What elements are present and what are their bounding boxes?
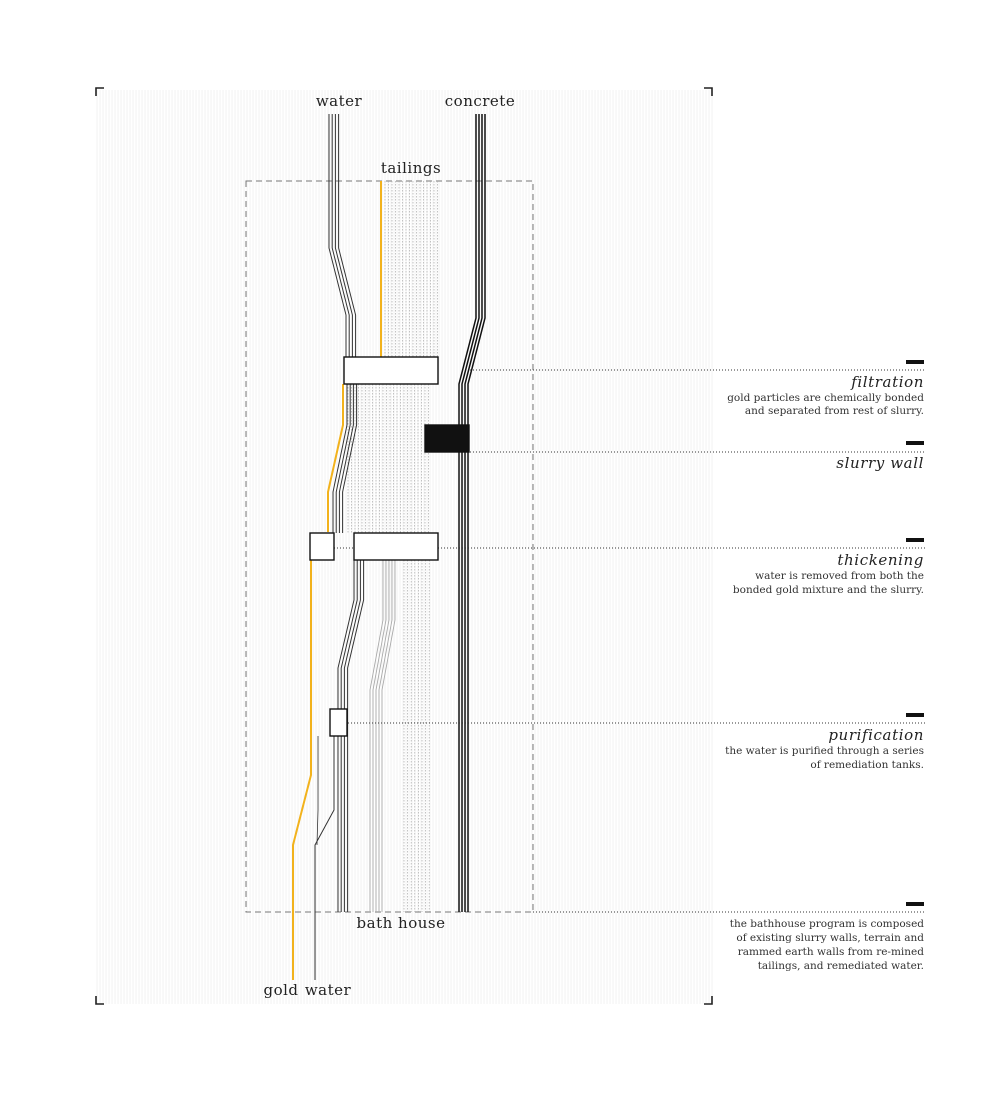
water-line-gold-branch <box>332 384 348 533</box>
label-bath-house: bath house <box>357 914 446 932</box>
water-line-slurry-branch <box>343 560 361 912</box>
step-purification-desc-2: of remediation tanks. <box>810 759 924 771</box>
concrete-line <box>464 114 483 912</box>
bathhouse-boundary <box>245 180 534 913</box>
step-purification: purification the water is purified throu… <box>725 726 924 771</box>
water-line-in <box>334 114 353 357</box>
step-filtration-desc-1: gold particles are chemically bonded <box>727 392 924 404</box>
step-markers <box>906 360 924 906</box>
marker-bathhouse <box>906 902 924 906</box>
marker-purification <box>906 713 924 717</box>
label-gold-out: gold <box>263 981 298 999</box>
process-units <box>309 356 470 737</box>
filtration-unit <box>343 356 439 385</box>
slurry-wall-unit <box>424 424 470 453</box>
slurry-residue-line <box>381 560 396 912</box>
step-thickening-desc-1: water is removed from both the <box>755 570 924 582</box>
thickening-unit-gold <box>309 532 335 561</box>
label-concrete: concrete <box>445 92 515 110</box>
step-filtration-desc-2: and separated from rest of slurry. <box>745 405 924 417</box>
corner-top-left <box>95 87 104 96</box>
step-bathhouse-desc-1: the bathhouse program is composed <box>730 918 925 930</box>
corner-top-right <box>704 87 713 96</box>
concrete-line <box>467 114 486 912</box>
step-slurry-wall: slurry wall <box>836 454 924 472</box>
leader-lines <box>334 369 925 913</box>
marker-filtration <box>906 360 924 364</box>
water-line-in <box>331 114 350 357</box>
water-line-out-2 <box>316 736 319 846</box>
label-tailings: tailings <box>381 159 441 177</box>
marker-thickening <box>906 538 924 542</box>
slurry-residue-line <box>369 560 384 912</box>
water-line-gold-branch <box>335 384 351 533</box>
water-line-slurry-branch <box>337 560 355 912</box>
concrete-stream <box>458 114 486 912</box>
purification-unit <box>329 708 348 737</box>
step-thickening-desc-2: bonded gold mixture and the slurry. <box>733 584 924 596</box>
water-line-in <box>328 114 347 357</box>
water-line-slurry-branch <box>340 560 358 912</box>
concrete-line <box>458 114 477 912</box>
water-line-in <box>338 114 357 357</box>
step-annotations: filtration gold particles are chemically… <box>725 373 924 972</box>
gold-stream <box>292 181 382 980</box>
step-thickening-title: thickening <box>837 551 924 569</box>
tailings-stream <box>347 181 438 912</box>
step-bathhouse: the bathhouse program is composed of exi… <box>730 918 925 972</box>
step-filtration-title: filtration <box>850 373 924 391</box>
step-filtration: filtration gold particles are chemically… <box>727 373 924 417</box>
step-purification-title: purification <box>828 726 924 744</box>
water-line-out <box>314 736 335 980</box>
slurry-residue-line <box>375 560 390 912</box>
corner-bottom-right <box>704 996 713 1005</box>
step-slurry-wall-title: slurry wall <box>836 454 924 472</box>
water-line-gold-branch <box>338 384 354 533</box>
label-water-in: water <box>316 92 363 110</box>
concrete-line <box>461 114 480 912</box>
frame-corners <box>95 87 713 1005</box>
step-bathhouse-desc-2: of existing slurry walls, terrain and <box>736 932 924 944</box>
step-bathhouse-desc-3: rammed earth walls from re-mined <box>738 946 925 958</box>
water-stream <box>314 114 365 980</box>
stream-labels: water concrete tailings bath house gold … <box>263 92 515 999</box>
marker-slurry-wall <box>906 441 924 445</box>
step-purification-desc-1: the water is purified through a series <box>725 745 924 757</box>
corner-bottom-left <box>95 996 104 1005</box>
water-line-slurry-branch <box>347 560 365 912</box>
water-line-gold-branch <box>342 384 358 533</box>
step-bathhouse-desc-4: tailings, and remediated water. <box>758 960 924 972</box>
slurry-residue-line <box>372 560 387 912</box>
slurry-residue-line <box>378 560 393 912</box>
thickening-unit-slurry <box>353 532 439 561</box>
step-thickening: thickening water is removed from both th… <box>733 551 924 596</box>
label-water-out: water <box>305 981 352 999</box>
